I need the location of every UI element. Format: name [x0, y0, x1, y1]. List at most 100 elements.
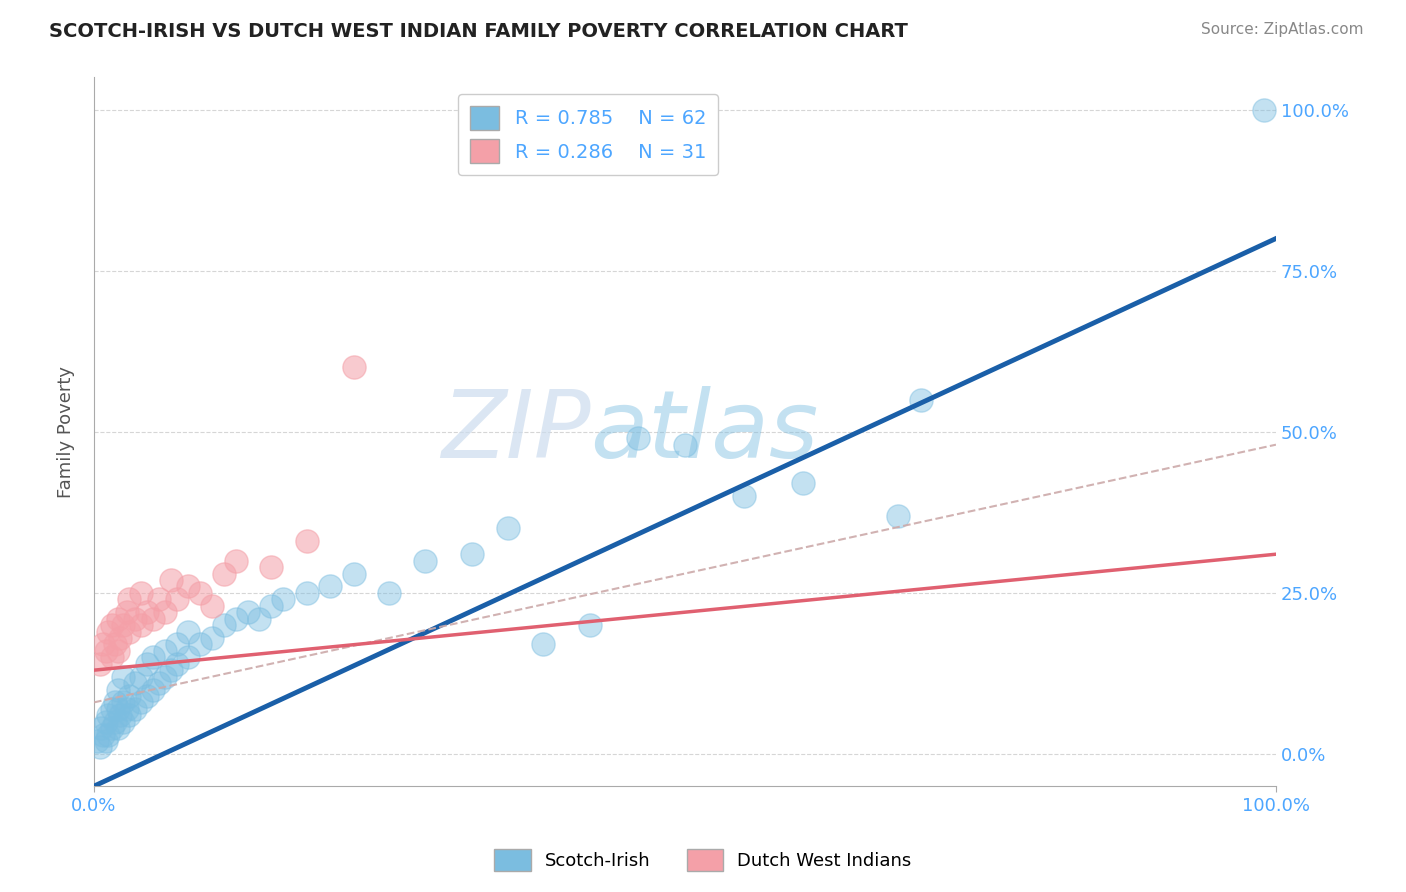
Point — [136, 657, 159, 671]
Point — [100, 721, 122, 735]
Point — [166, 657, 188, 671]
Point — [129, 695, 152, 709]
Point — [100, 618, 122, 632]
Point — [93, 728, 115, 742]
Point — [129, 670, 152, 684]
Point — [236, 605, 259, 619]
Point — [118, 592, 141, 607]
Point — [107, 644, 129, 658]
Point — [118, 689, 141, 703]
Point — [112, 618, 135, 632]
Point — [115, 702, 138, 716]
Point — [579, 618, 602, 632]
Point — [112, 714, 135, 729]
Point — [97, 728, 120, 742]
Point — [124, 676, 146, 690]
Point — [188, 637, 211, 651]
Point — [89, 740, 111, 755]
Point — [118, 708, 141, 723]
Point — [225, 612, 247, 626]
Point — [792, 476, 814, 491]
Point — [413, 554, 436, 568]
Point — [260, 599, 283, 613]
Point — [177, 650, 200, 665]
Point — [249, 612, 271, 626]
Point — [343, 566, 366, 581]
Point — [153, 605, 176, 619]
Point — [108, 631, 131, 645]
Point — [319, 579, 342, 593]
Point — [94, 734, 117, 748]
Point — [89, 657, 111, 671]
Point — [177, 579, 200, 593]
Point — [100, 650, 122, 665]
Point — [166, 637, 188, 651]
Point — [166, 592, 188, 607]
Point — [124, 702, 146, 716]
Point — [225, 554, 247, 568]
Point — [461, 547, 484, 561]
Point — [142, 682, 165, 697]
Y-axis label: Family Poverty: Family Poverty — [58, 366, 75, 498]
Point — [260, 560, 283, 574]
Point — [142, 612, 165, 626]
Point — [129, 586, 152, 600]
Point — [112, 670, 135, 684]
Point — [910, 392, 932, 407]
Point — [94, 714, 117, 729]
Point — [107, 682, 129, 697]
Point — [93, 637, 115, 651]
Text: ZIP: ZIP — [440, 386, 591, 477]
Point — [148, 676, 170, 690]
Legend: Scotch-Irish, Dutch West Indians: Scotch-Irish, Dutch West Indians — [488, 842, 918, 879]
Point — [201, 599, 224, 613]
Text: SCOTCH-IRISH VS DUTCH WEST INDIAN FAMILY POVERTY CORRELATION CHART: SCOTCH-IRISH VS DUTCH WEST INDIAN FAMILY… — [49, 22, 908, 41]
Text: atlas: atlas — [591, 386, 818, 477]
Point — [496, 521, 519, 535]
Point — [107, 612, 129, 626]
Point — [129, 618, 152, 632]
Legend: R = 0.785    N = 62, R = 0.286    N = 31: R = 0.785 N = 62, R = 0.286 N = 31 — [458, 95, 718, 175]
Point — [188, 586, 211, 600]
Point — [148, 592, 170, 607]
Point — [100, 702, 122, 716]
Point — [107, 721, 129, 735]
Point — [159, 663, 181, 677]
Point — [295, 534, 318, 549]
Point — [159, 573, 181, 587]
Point — [201, 631, 224, 645]
Point — [627, 431, 650, 445]
Text: Source: ZipAtlas.com: Source: ZipAtlas.com — [1201, 22, 1364, 37]
Point — [136, 605, 159, 619]
Point — [531, 637, 554, 651]
Point — [673, 438, 696, 452]
Point — [733, 489, 755, 503]
Point — [108, 708, 131, 723]
Point — [104, 637, 127, 651]
Point — [115, 605, 138, 619]
Point — [886, 508, 908, 523]
Point — [212, 618, 235, 632]
Point — [104, 695, 127, 709]
Point — [343, 360, 366, 375]
Point — [212, 566, 235, 581]
Point — [86, 734, 108, 748]
Point — [378, 586, 401, 600]
Point — [124, 612, 146, 626]
Point — [107, 702, 129, 716]
Point — [153, 670, 176, 684]
Point — [177, 624, 200, 639]
Point — [136, 689, 159, 703]
Point — [112, 695, 135, 709]
Point — [1253, 103, 1275, 117]
Point — [90, 721, 112, 735]
Point — [295, 586, 318, 600]
Point — [118, 624, 141, 639]
Point — [153, 644, 176, 658]
Point — [104, 714, 127, 729]
Point — [94, 644, 117, 658]
Point — [97, 708, 120, 723]
Point — [142, 650, 165, 665]
Point — [97, 624, 120, 639]
Point — [271, 592, 294, 607]
